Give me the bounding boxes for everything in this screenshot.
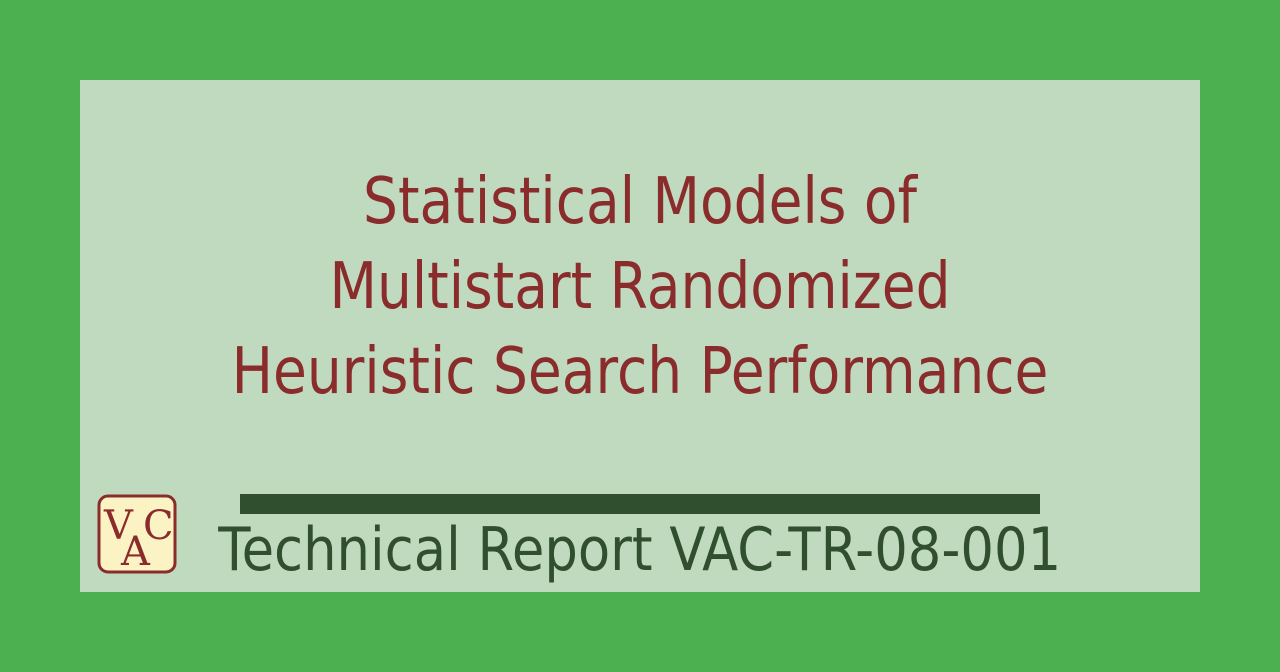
title-line-2: Multistart Randomized bbox=[329, 250, 951, 324]
vac-logo-icon: V C A bbox=[97, 494, 177, 574]
title-line-1: Statistical Models of bbox=[363, 165, 917, 239]
logo-letter-v: V bbox=[103, 503, 134, 549]
report-number: Technical Report VAC-TR-08-001 bbox=[218, 515, 1062, 585]
title-line-3: Heuristic Search Performance bbox=[231, 335, 1049, 409]
logo-letter-a: A bbox=[120, 529, 151, 574]
divider-rule bbox=[240, 494, 1040, 514]
logo-letter-c: C bbox=[143, 503, 174, 549]
document-title: Statistical Models of Multistart Randomi… bbox=[90, 160, 1191, 415]
